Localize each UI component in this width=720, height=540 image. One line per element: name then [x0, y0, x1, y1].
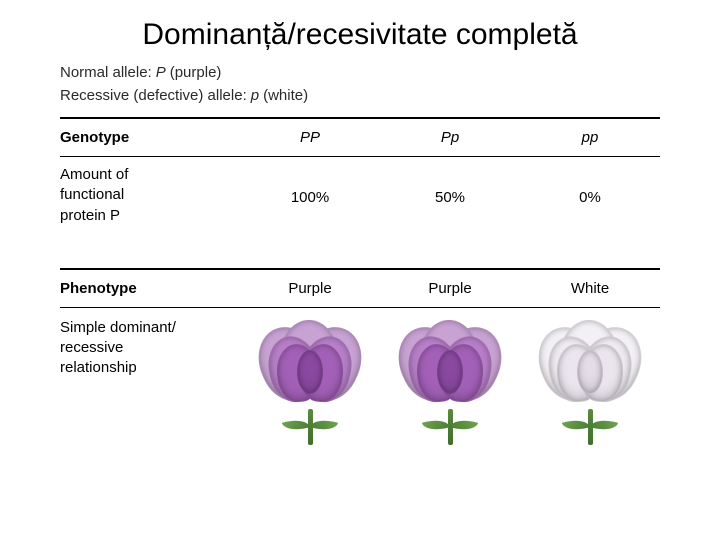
phenotype-header: Phenotype: [60, 276, 240, 301]
normal-allele-row: Normal allele: P (purple): [60, 62, 660, 85]
flower-c1: [240, 314, 380, 449]
normal-allele-paren: (purple): [170, 62, 222, 85]
genotype-row: Genotype PP Pp pp: [60, 125, 660, 150]
relationship-header: Simple dominant/ recessive relationship: [60, 314, 240, 383]
flower-purple-1: [255, 320, 365, 445]
flower-icon: [535, 320, 645, 415]
leaf-icon: [282, 415, 310, 434]
allele-definitions: Normal allele: P (purple) Recessive (def…: [60, 62, 660, 107]
recessive-allele-row: Recessive (defective) allele: p (white): [60, 85, 660, 108]
phenotype-c1: Purple: [240, 276, 380, 301]
rule-after-genotype: [60, 156, 660, 157]
leaf-icon: [422, 415, 450, 434]
rule-top: [60, 117, 660, 119]
flower-white: [535, 320, 645, 445]
page-title: Dominanță/recesivitate completă: [0, 0, 720, 62]
leaf-icon: [562, 415, 590, 434]
content-area: Normal allele: P (purple) Recessive (def…: [0, 62, 720, 449]
protein-row: Amount of functional protein P 100% 50% …: [60, 163, 660, 230]
protein-header: Amount of functional protein P: [60, 163, 240, 230]
flower-c2: [380, 314, 520, 449]
spacer: [60, 230, 660, 262]
normal-allele-symbol: P: [156, 62, 166, 85]
rule-mid: [60, 268, 660, 270]
relationship-row: Simple dominant/ recessive relationship: [60, 314, 660, 449]
protein-c2: 50%: [380, 163, 520, 210]
recessive-allele-label: Recessive (defective) allele:: [60, 85, 247, 108]
recessive-allele-paren: (white): [263, 85, 308, 108]
protein-c3: 0%: [520, 163, 660, 210]
flower-purple-2: [395, 320, 505, 445]
phenotype-c2: Purple: [380, 276, 520, 301]
data-table: Genotype PP Pp pp Amount of functional p…: [60, 125, 660, 449]
leaf-icon: [310, 415, 338, 434]
genotype-c1: PP: [240, 125, 380, 150]
recessive-allele-symbol: p: [251, 85, 259, 108]
flower-c3: [520, 314, 660, 449]
leaf-icon: [590, 415, 618, 434]
normal-allele-label: Normal allele:: [60, 62, 152, 85]
protein-c1: 100%: [240, 163, 380, 210]
flower-icon: [395, 320, 505, 415]
phenotype-c3: White: [520, 276, 660, 301]
leaf-icon: [450, 415, 478, 434]
genotype-header: Genotype: [60, 125, 240, 150]
flower-icon: [255, 320, 365, 415]
genotype-c2: Pp: [380, 125, 520, 150]
phenotype-row: Phenotype Purple Purple White: [60, 276, 660, 301]
rule-after-phenotype: [60, 307, 660, 308]
genotype-c3: pp: [520, 125, 660, 150]
